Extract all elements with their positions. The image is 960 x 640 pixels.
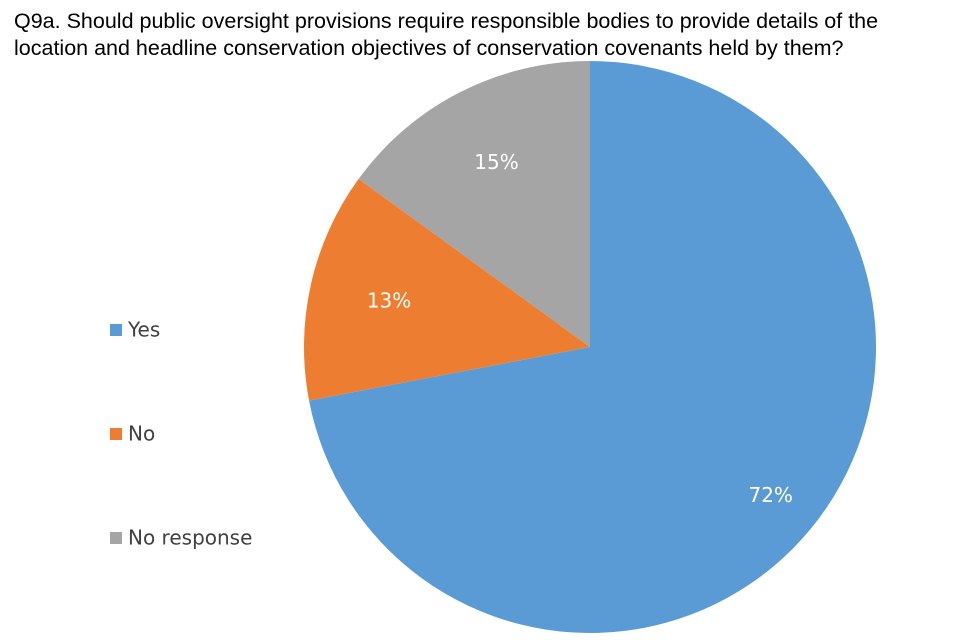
legend-label: No bbox=[128, 422, 155, 446]
chart-title: Q9a. Should public oversight provisions … bbox=[14, 9, 879, 60]
data-label: 13% bbox=[367, 289, 411, 313]
legend-swatch bbox=[110, 532, 122, 544]
data-label: 72% bbox=[748, 483, 792, 507]
legend-swatch bbox=[110, 324, 122, 336]
legend-swatch bbox=[110, 428, 122, 440]
pie-slice bbox=[358, 61, 590, 347]
data-label: 15% bbox=[474, 150, 518, 174]
legend-label: No response bbox=[128, 526, 252, 550]
pie-slice bbox=[309, 61, 876, 633]
legend-label: Yes bbox=[127, 318, 160, 342]
pie-slice bbox=[304, 178, 590, 401]
